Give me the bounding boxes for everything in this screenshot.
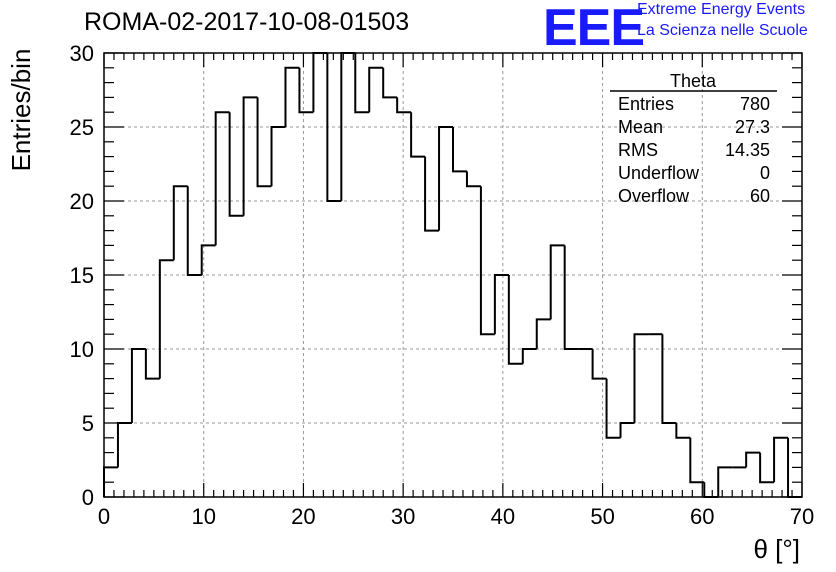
histogram-bin: [535, 318, 551, 349]
y-axis-label: Entries/bin: [6, 49, 36, 172]
histogram-bin: [326, 53, 342, 202]
stats-row-value: 27.3: [735, 117, 770, 137]
run-title: ROMA-02-2017-10-08-01503: [84, 8, 410, 36]
histogram-bin: [256, 97, 272, 188]
stats-row-label: Overflow: [618, 186, 690, 206]
histogram-bin: [130, 348, 146, 423]
x-tick-label: 20: [291, 504, 315, 529]
histogram-bin: [186, 186, 202, 276]
histogram-bin: [521, 348, 537, 364]
histogram-bin: [368, 66, 384, 113]
histogram-bin: [493, 274, 509, 335]
histogram-bin: [717, 466, 733, 497]
logo-line-1: Extreme Energy Events: [637, 1, 806, 18]
histogram-bin: [298, 67, 314, 114]
x-tick-label: 30: [391, 504, 415, 529]
histogram-bin: [703, 482, 719, 498]
x-tick-label: 40: [491, 504, 515, 529]
y-tick-label: 10: [70, 337, 94, 362]
histogram-bin: [605, 378, 621, 439]
x-tick-label: 70: [790, 504, 814, 529]
y-tick-label: 30: [70, 41, 94, 66]
histogram-bin: [228, 112, 244, 217]
x-tick-label: 50: [590, 504, 614, 529]
histogram-bin: [465, 171, 481, 188]
histogram-bin: [340, 52, 356, 201]
histogram-bin: [396, 97, 412, 114]
histogram-bin: [270, 126, 286, 187]
histogram-bin: [689, 437, 705, 484]
eee-logo: EEE: [543, 0, 645, 57]
tick-layer: 0 10 20 30 40 50 60 70 0 5 10 15 20 25 30: [70, 41, 815, 529]
histogram-bin: [745, 451, 761, 468]
x-tick-label: 0: [98, 504, 110, 529]
histogram-bin: [382, 67, 398, 99]
x-tick-label: 60: [690, 504, 714, 529]
histogram-bin: [619, 422, 635, 438]
stats-box: Theta Entries 780 Mean 27.3 RMS 14.35 Underflo…: [610, 71, 777, 206]
histogram-bin: [591, 349, 607, 380]
histogram-bin: [452, 127, 467, 173]
logo-line-2: La Scienza nelle Scuole: [637, 22, 808, 39]
histogram-bin: [773, 436, 789, 483]
stats-row-label: RMS: [618, 140, 658, 160]
histogram-bin: [661, 334, 677, 424]
histogram-bin: [759, 452, 775, 484]
stats-row-value: 60: [750, 186, 770, 206]
histogram-bin: [633, 333, 649, 423]
stats-row-label: Entries: [618, 94, 674, 114]
histogram-bin: [507, 275, 523, 365]
y-tick-label: 5: [82, 411, 94, 436]
histogram-bin: [242, 96, 258, 216]
y-tick-label: 15: [70, 263, 94, 288]
histogram-bin: [549, 244, 565, 320]
histogram-bin: [675, 423, 691, 439]
histogram-bin: [172, 185, 188, 261]
stats-row-label: Mean: [618, 117, 663, 137]
y-tick-label: 25: [70, 115, 94, 140]
histogram-layer: [103, 52, 802, 498]
histogram-bin: [214, 111, 230, 246]
stats-row-value: 780: [740, 94, 770, 114]
grid-layer: [104, 52, 802, 497]
x-tick-label: 10: [191, 504, 215, 529]
histogram-bin: [424, 156, 440, 232]
histogram-bin: [479, 186, 495, 336]
histogram-bin: [410, 112, 426, 158]
histogram-bin: [158, 259, 174, 379]
x-axis-label: θ [°]: [753, 534, 800, 564]
stats-row-value: 0: [760, 163, 770, 183]
histogram-bin: [144, 349, 160, 380]
stats-row-value: 14.35: [725, 140, 770, 160]
histogram-bin: [354, 53, 370, 114]
histogram-bin: [312, 52, 328, 113]
y-tick-label: 20: [70, 189, 94, 214]
stats-rows: Entries 780 Mean 27.3 RMS 14.35 Underflow 0 Over…: [618, 94, 770, 206]
histogram-bin: [563, 245, 579, 350]
histogram-bin: [438, 126, 453, 231]
y-tick-label: 0: [82, 485, 94, 510]
histogram-bin: [284, 66, 300, 127]
histogram-bin: [200, 244, 216, 275]
stats-row-label: Underflow: [618, 163, 700, 183]
histogram-bin: [116, 422, 132, 468]
stats-title: Theta: [670, 71, 717, 91]
